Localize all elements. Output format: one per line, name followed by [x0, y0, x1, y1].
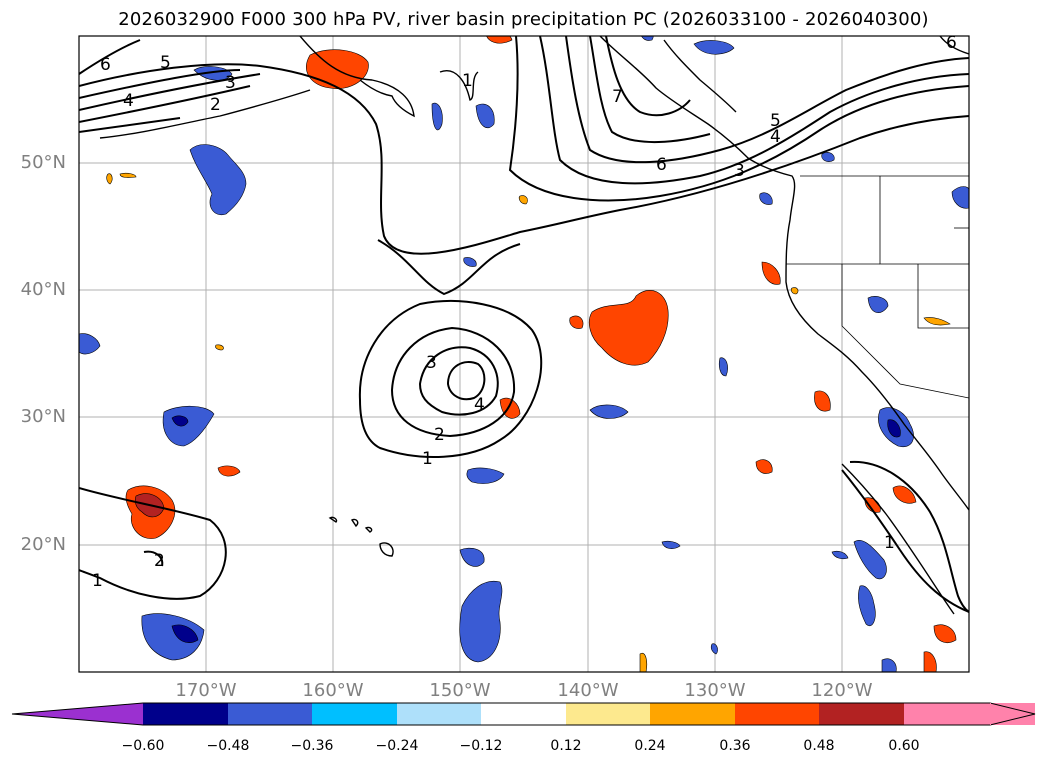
- contour-label-group: 6 5 3 4 2 1 7 6 5 4 3 3 4 2 1 2 1 1 6: [92, 33, 957, 591]
- colorbar-tick-label: −0.48: [206, 738, 250, 754]
- contour-label: 1: [92, 571, 103, 591]
- map-frame: [78, 35, 970, 673]
- contour-label: 3: [426, 353, 437, 373]
- lat-label: 20°N: [20, 534, 66, 555]
- lon-label: 160°W: [302, 680, 364, 701]
- colorbar-tick-label: 0.36: [719, 738, 751, 754]
- lat-label: 50°N: [20, 152, 66, 173]
- colorbar: [11, 702, 1036, 726]
- contour-label: 2: [434, 425, 445, 445]
- map-title: 2026032900 F000 300 hPa PV, river basin …: [118, 9, 929, 30]
- contour-label: 1: [884, 533, 895, 553]
- colorbar-tick-label: −0.60: [121, 738, 165, 754]
- lon-label: 150°W: [429, 680, 491, 701]
- contour-label: 5: [160, 53, 171, 73]
- colorbar-segment: [819, 703, 904, 725]
- contour-label: 5: [770, 111, 781, 131]
- colorbar-tick-label: 0.24: [634, 738, 666, 754]
- contour-label: 3: [225, 73, 236, 93]
- colorbar-segment: [735, 703, 819, 725]
- coastlines: [99, 36, 969, 615]
- colorbar-tick-label: −0.12: [459, 738, 503, 754]
- contour-label: 6: [100, 55, 111, 75]
- colorbar-segment: [312, 703, 397, 725]
- precip-shading: [79, 36, 969, 672]
- contour-label: 1: [462, 71, 473, 91]
- map-background: [79, 36, 969, 672]
- colorbar-tick-label: 0.12: [550, 738, 582, 754]
- contour-label: 4: [474, 395, 485, 415]
- colorbar-segment: [143, 703, 228, 725]
- colorbar-outline: [11, 702, 1036, 726]
- contour-label: 1: [422, 449, 433, 469]
- lon-label: 140°W: [557, 680, 619, 701]
- lon-label: 120°W: [811, 680, 873, 701]
- colorbar-segment: [228, 703, 312, 725]
- colorbar-tick-label: 0.48: [803, 738, 835, 754]
- colorbar-segment: [566, 703, 650, 725]
- colorbar-tick-label: 0.60: [888, 738, 920, 754]
- contour-label: 3: [734, 161, 745, 181]
- contour-label: 2: [154, 551, 165, 571]
- colorbar-segment: [397, 703, 481, 725]
- contour-label: 6: [946, 33, 957, 53]
- lat-label: 30°N: [20, 406, 66, 427]
- borders: [786, 175, 969, 399]
- contour-label: 7: [612, 87, 623, 107]
- colorbar-tick-label: −0.36: [290, 738, 334, 754]
- colorbar-segment: [481, 703, 566, 725]
- colorbar-tick-label: −0.24: [375, 738, 419, 754]
- colorbar-extend-low: [12, 703, 143, 725]
- colorbar-segment: [650, 703, 735, 725]
- contour-label: 4: [123, 91, 134, 111]
- contour-label: 6: [656, 155, 667, 175]
- lat-label: 40°N: [20, 279, 66, 300]
- pv-contours: [79, 36, 969, 613]
- colorbar-extend-high: [904, 703, 1035, 725]
- lon-label: 130°W: [684, 680, 746, 701]
- lon-label: 170°W: [175, 680, 237, 701]
- contour-label: 4: [770, 127, 781, 147]
- contour-label: 2: [210, 95, 221, 115]
